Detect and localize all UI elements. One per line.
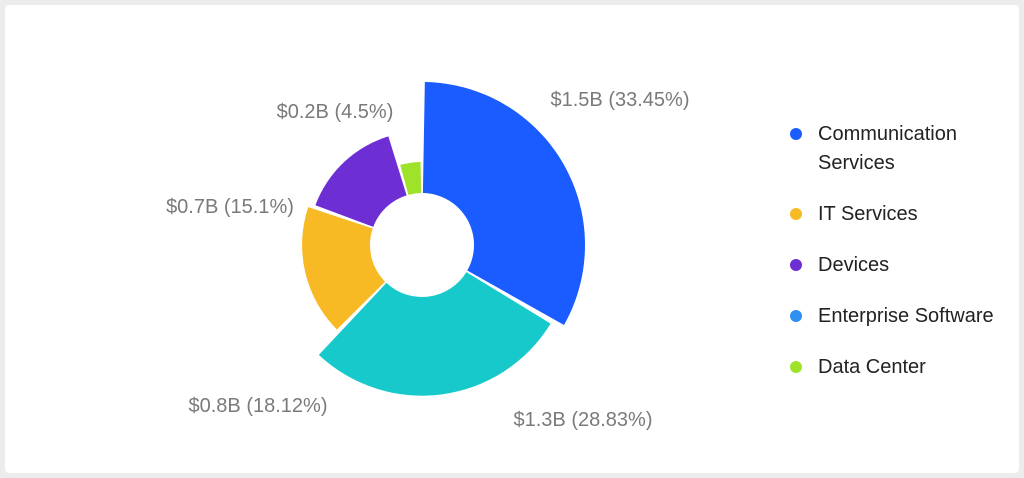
- data-label-communication-services: $1.5B (33.45%): [551, 89, 690, 111]
- legend-swatch: [790, 361, 802, 373]
- legend-item-it-services: IT Services: [790, 200, 1015, 229]
- legend-item-enterprise-software: Enterprise Software: [790, 302, 1015, 331]
- legend-swatch: [790, 128, 802, 140]
- legend-swatch: [790, 310, 802, 322]
- slices-group: [302, 82, 585, 396]
- legend-swatch: [790, 259, 802, 271]
- slice-enterprise-software: [318, 272, 551, 396]
- legend: Communication Services IT Services Devic…: [790, 120, 1015, 404]
- legend-label: IT Services: [818, 203, 918, 225]
- slice-it-services: [302, 207, 386, 330]
- data-label-devices: $0.7B (15.1%): [166, 196, 294, 218]
- legend-item-communication-services: Communication Services: [790, 120, 1015, 178]
- data-label-it-services: $0.8B (18.12%): [189, 395, 328, 417]
- slice-data-center: [400, 162, 422, 195]
- slice-labels-group: $1.5B (33.45%) $1.3B (28.83%) $0.8B (18.12…: [166, 89, 689, 431]
- legend-label: Devices: [818, 254, 890, 276]
- data-label-enterprise-software: $1.3B (28.83%): [514, 409, 653, 431]
- legend-label: Data Center: [818, 356, 926, 378]
- legend-item-devices: Devices: [790, 251, 1015, 280]
- legend-label: Enterprise Software: [818, 305, 994, 327]
- legend-item-data-center: Data Center: [790, 353, 1015, 382]
- slice-devices: [315, 136, 407, 227]
- data-label-data-center: $0.2B (4.5%): [277, 101, 394, 123]
- legend-swatch: [790, 208, 802, 220]
- slice-communication-services: [422, 82, 585, 326]
- legend-label: Communication Services: [818, 123, 957, 174]
